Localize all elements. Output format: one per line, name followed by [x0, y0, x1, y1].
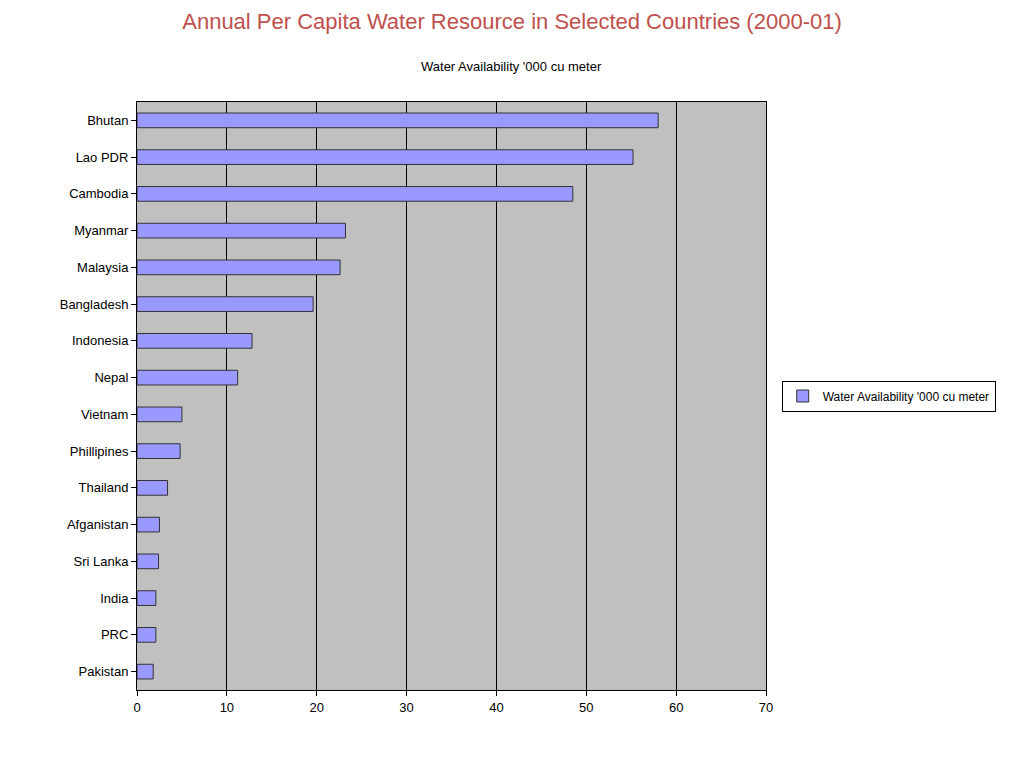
- svg-text:Afganistan: Afganistan: [67, 517, 128, 532]
- svg-text:Bangladesh: Bangladesh: [60, 297, 129, 312]
- svg-text:Indonesia: Indonesia: [72, 333, 129, 348]
- svg-text:Annual Per Capita Water Resour: Annual Per Capita Water Resource in Sele…: [182, 9, 842, 34]
- svg-text:Pakistan: Pakistan: [79, 664, 129, 679]
- svg-text:Malaysia: Malaysia: [77, 260, 129, 275]
- svg-text:Bhutan: Bhutan: [87, 113, 128, 128]
- svg-text:70: 70: [759, 700, 773, 715]
- svg-text:Water Availability '000 cu met: Water Availability '000 cu meter: [823, 390, 989, 404]
- svg-text:0: 0: [133, 700, 140, 715]
- svg-text:Lao PDR: Lao PDR: [76, 150, 129, 165]
- svg-text:Phillipines: Phillipines: [70, 444, 129, 459]
- svg-text:India: India: [100, 591, 129, 606]
- svg-text:20: 20: [309, 700, 323, 715]
- svg-text:Nepal: Nepal: [94, 370, 128, 385]
- svg-text:50: 50: [579, 700, 593, 715]
- svg-text:Myanmar: Myanmar: [74, 223, 129, 238]
- svg-text:Water Availability '000 cu met: Water Availability '000 cu meter: [421, 59, 602, 74]
- svg-text:Thailand: Thailand: [79, 480, 129, 495]
- svg-text:Sri Lanka: Sri Lanka: [73, 554, 129, 569]
- svg-text:Cambodia: Cambodia: [69, 186, 129, 201]
- svg-text:Vietnam: Vietnam: [81, 407, 128, 422]
- svg-text:40: 40: [489, 700, 503, 715]
- svg-text:30: 30: [399, 700, 413, 715]
- svg-text:60: 60: [669, 700, 683, 715]
- svg-text:PRC: PRC: [101, 627, 128, 642]
- svg-text:10: 10: [220, 700, 234, 715]
